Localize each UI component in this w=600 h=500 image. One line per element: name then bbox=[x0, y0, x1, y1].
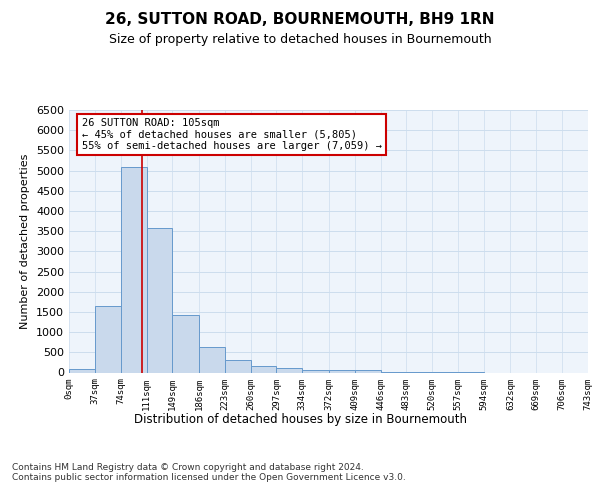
Text: 26 SUTTON ROAD: 105sqm
← 45% of detached houses are smaller (5,805)
55% of semi-: 26 SUTTON ROAD: 105sqm ← 45% of detached… bbox=[82, 118, 382, 152]
Bar bbox=[329, 370, 355, 372]
Bar bbox=[199, 348, 225, 372]
Bar bbox=[302, 370, 329, 372]
Bar bbox=[225, 360, 251, 372]
Bar bbox=[95, 306, 121, 372]
Bar bbox=[355, 370, 380, 372]
Text: Distribution of detached houses by size in Bournemouth: Distribution of detached houses by size … bbox=[133, 412, 467, 426]
Bar bbox=[251, 366, 277, 372]
Bar bbox=[277, 368, 302, 372]
Text: 26, SUTTON ROAD, BOURNEMOUTH, BH9 1RN: 26, SUTTON ROAD, BOURNEMOUTH, BH9 1RN bbox=[105, 12, 495, 28]
Bar bbox=[121, 168, 146, 372]
Bar bbox=[146, 228, 172, 372]
Y-axis label: Number of detached properties: Number of detached properties bbox=[20, 154, 31, 329]
Bar bbox=[69, 370, 95, 372]
Text: Contains HM Land Registry data © Crown copyright and database right 2024.
Contai: Contains HM Land Registry data © Crown c… bbox=[12, 462, 406, 482]
Bar bbox=[172, 315, 199, 372]
Text: Size of property relative to detached houses in Bournemouth: Size of property relative to detached ho… bbox=[109, 32, 491, 46]
